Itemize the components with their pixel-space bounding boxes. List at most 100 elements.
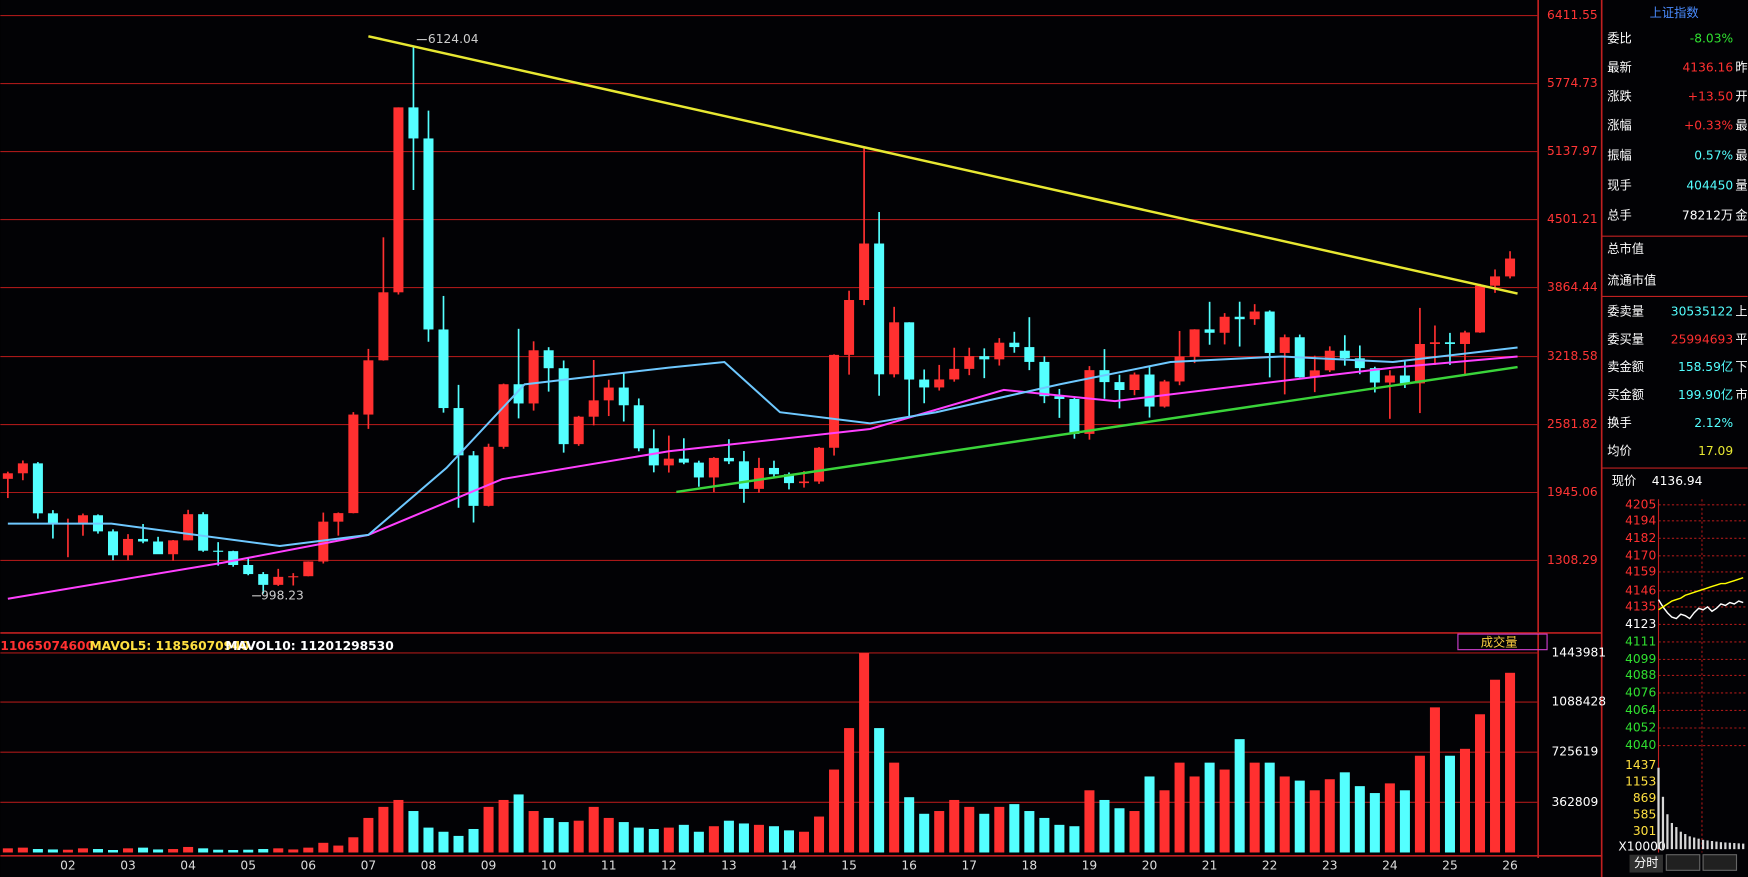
volume-bar (859, 653, 870, 853)
x-tick-label: 11 (601, 858, 617, 872)
y-tick-label: 3864.44 (1547, 280, 1598, 294)
volume-bar (228, 849, 239, 853)
volume-bar (979, 813, 990, 853)
volume-bar (258, 849, 269, 853)
quote-aside: 量 (1735, 179, 1747, 193)
quote-label: 均价 (1607, 444, 1632, 458)
y-tick-label: 1945.06 (1547, 485, 1598, 499)
y-tick-label: 4146 (1625, 583, 1656, 597)
volume-bar (949, 799, 960, 853)
candle-body (1459, 332, 1471, 344)
quote-label: 委买量 (1607, 332, 1644, 346)
quote-aside: 昨 (1735, 60, 1747, 74)
quote-aside: 下 (1735, 360, 1747, 374)
x-tick-label: 19 (1082, 858, 1098, 872)
intraday-volume-bar (1733, 843, 1736, 850)
volume-bar (183, 846, 194, 853)
tab[interactable] (1665, 854, 1701, 871)
candle-body (693, 462, 704, 478)
candle-body (994, 342, 1005, 360)
volume-bar (1024, 811, 1035, 853)
y-tick-label: 4182 (1625, 531, 1656, 545)
intraday-volume-bar (1697, 838, 1700, 850)
volume-bar (648, 828, 659, 853)
candle-body (663, 458, 674, 466)
quote-label: 总手 (1607, 209, 1632, 223)
tab-label[interactable]: 分时 (1634, 856, 1658, 870)
y-tick-label: 6411.55 (1547, 8, 1598, 22)
volume-bar (1414, 755, 1425, 853)
intraday-volume-bar (1701, 839, 1705, 850)
y-tick-label: 4170 (1625, 548, 1656, 562)
volume-bar (618, 822, 629, 853)
candle-body (1114, 382, 1125, 391)
volume-bar (32, 849, 43, 853)
quote-value: 17.09 (1698, 444, 1733, 458)
quote-value: 78212万 (1682, 209, 1733, 223)
price-label: 现价 (1612, 474, 1637, 488)
volume-bar (738, 823, 749, 853)
quote-label: 换手 (1607, 416, 1632, 430)
candle-body (919, 379, 930, 388)
volume-bar (1054, 824, 1065, 853)
candle-body (243, 565, 254, 575)
candle-body (318, 521, 329, 562)
intraday-volume-bar (1684, 834, 1687, 850)
candle-body (1505, 258, 1516, 277)
y-tick-label: 1443981 (1552, 645, 1607, 659)
candle-body (1159, 381, 1170, 407)
y-tick-label: 4099 (1625, 652, 1656, 666)
candle-body (1249, 311, 1260, 320)
volume-bar (77, 848, 88, 853)
candle-body (183, 514, 194, 541)
x-tick-label: 08 (421, 858, 437, 872)
x-tick-label: 09 (481, 858, 497, 872)
volume-bar (633, 827, 644, 853)
volume-bar (768, 826, 779, 853)
volume-bar (62, 849, 73, 853)
quote-label: 振幅 (1607, 148, 1632, 163)
y-tick-label: 4123 (1625, 617, 1656, 631)
candle-body (1324, 350, 1335, 371)
volume-bar (1069, 826, 1080, 853)
candle-body (47, 513, 58, 525)
volume-bar (829, 769, 840, 853)
intraday-volume-bar (1679, 831, 1682, 850)
legend-entry: MAVOL10: 11201298530 (225, 639, 393, 653)
candle-body (468, 455, 479, 506)
x-tick-label: 04 (180, 858, 196, 872)
volume-bar (1084, 790, 1095, 853)
quote-value: +0.33% (1684, 118, 1733, 132)
volume-bar (1114, 808, 1125, 853)
quote-value: +13.50 (1688, 89, 1733, 103)
tab[interactable] (1702, 854, 1738, 871)
quote-value: 25994693 (1671, 332, 1733, 346)
candle-body (453, 408, 464, 456)
volume-bar (934, 811, 945, 853)
candle-body (1429, 342, 1440, 344)
legend-entry: 11065074600 (0, 639, 94, 653)
candle-body (799, 481, 810, 484)
candle-body (393, 107, 404, 293)
volume-bar (708, 826, 719, 853)
tab[interactable] (1629, 854, 1663, 873)
x-tick-label: 16 (901, 858, 917, 872)
volume-bar (1279, 776, 1290, 853)
volume-bar (814, 816, 825, 853)
volume-bar (423, 827, 434, 853)
quote-label: 涨幅 (1607, 117, 1632, 132)
quote-value: 4136.16 (1682, 60, 1733, 74)
candle-body (32, 463, 43, 514)
volume-label-box (1457, 633, 1548, 651)
x-tick-label: 25 (1442, 858, 1458, 872)
x-tick-label: 10 (541, 858, 557, 872)
candle-body (1129, 374, 1140, 391)
x-tick-label: 05 (240, 858, 256, 872)
candle-body (363, 360, 374, 415)
candle-body (2, 473, 13, 479)
x-tick-label: 13 (721, 858, 737, 872)
annotation: 6124.04 (428, 32, 479, 46)
volume-unit: X10000 (1618, 839, 1665, 853)
volume-bar (198, 848, 209, 853)
